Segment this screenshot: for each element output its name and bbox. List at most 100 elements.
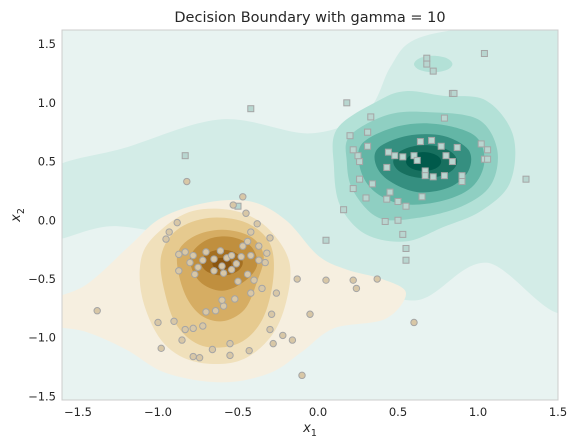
x-axis-label-subscript: 1 xyxy=(311,428,317,439)
circle-marker xyxy=(237,252,245,261)
square-marker xyxy=(416,138,424,146)
circle-marker xyxy=(293,275,301,283)
square-marker xyxy=(453,143,461,151)
square-marker xyxy=(346,132,354,140)
circle-marker xyxy=(247,228,255,236)
circle-marker xyxy=(219,269,228,277)
square-marker xyxy=(181,152,189,160)
circle-marker xyxy=(298,371,306,380)
square-marker xyxy=(364,142,372,150)
circle-marker xyxy=(269,339,277,348)
square-marker xyxy=(402,256,410,264)
circle-marker xyxy=(261,258,269,267)
circle-marker xyxy=(352,284,361,293)
square-marker xyxy=(364,128,372,136)
square-marker xyxy=(367,113,375,121)
y-axis-label-subscript: 2 xyxy=(16,208,27,214)
circle-marker xyxy=(173,218,181,227)
square-marker xyxy=(421,172,429,180)
circle-marker xyxy=(211,307,220,315)
square-marker xyxy=(356,158,364,166)
circle-marker xyxy=(227,251,236,260)
circle-marker xyxy=(175,250,183,259)
square-marker xyxy=(423,60,431,68)
plot-area xyxy=(62,30,558,400)
circle-marker xyxy=(247,289,255,297)
chart-title: Decision Boundary with gamma = 10 xyxy=(174,10,445,26)
y-tick-label: −1.5 xyxy=(28,389,56,403)
circle-marker xyxy=(288,336,297,344)
circle-marker xyxy=(234,277,242,286)
square-marker xyxy=(399,230,407,238)
x-axis-label: x1 xyxy=(302,421,317,439)
circle-marker xyxy=(186,258,194,267)
x-tick-label: 0.0 xyxy=(309,405,327,419)
circle-marker xyxy=(226,339,234,348)
square-marker xyxy=(442,152,450,160)
circle-marker xyxy=(227,265,236,274)
circle-marker xyxy=(410,318,418,327)
circle-marker xyxy=(199,322,207,330)
circle-marker xyxy=(154,318,162,327)
data-points xyxy=(93,49,530,380)
circle-marker xyxy=(250,276,258,284)
circle-marker xyxy=(170,317,178,326)
y-tick-label: −1.0 xyxy=(28,331,56,345)
circle-marker xyxy=(239,193,247,201)
y-axis-ticks: −1.5 −1.0 −0.5 0.0 0.5 1.0 1.5 xyxy=(28,37,56,403)
circle-marker xyxy=(245,346,253,355)
square-marker xyxy=(440,172,448,180)
circle-marker xyxy=(175,267,183,275)
circle-marker xyxy=(258,284,266,293)
circle-marker xyxy=(189,324,197,333)
circle-marker xyxy=(232,260,241,268)
y-tick-label: 1.0 xyxy=(38,96,56,110)
circle-marker xyxy=(178,336,186,344)
circle-marker xyxy=(263,249,271,257)
square-marker xyxy=(381,217,389,225)
circle-marker xyxy=(181,248,189,256)
square-marker xyxy=(399,153,407,161)
circle-marker xyxy=(210,267,218,275)
circle-marker xyxy=(218,262,226,270)
square-marker xyxy=(440,114,448,122)
square-marker xyxy=(354,152,362,160)
square-marker xyxy=(383,195,391,203)
x-tick-label: −1.5 xyxy=(64,405,92,419)
circle-marker xyxy=(189,251,197,260)
square-marker xyxy=(356,175,364,183)
brown-class-region xyxy=(62,199,407,383)
square-marker xyxy=(402,202,410,210)
square-marker xyxy=(429,173,437,181)
circle-marker xyxy=(306,310,314,318)
square-marker xyxy=(423,54,431,62)
square-marker xyxy=(322,236,330,244)
square-marker xyxy=(429,67,437,75)
square-marker xyxy=(484,146,492,154)
square-marker xyxy=(340,206,348,214)
y-tick-label: 0.5 xyxy=(38,155,56,169)
circle-marker xyxy=(157,344,165,353)
circle-marker xyxy=(243,270,252,279)
square-marker xyxy=(386,188,394,196)
square-marker xyxy=(402,244,410,252)
circle-marker xyxy=(243,237,252,246)
circle-marker xyxy=(189,352,197,361)
square-marker xyxy=(391,152,399,160)
y-axis-label-base: x xyxy=(9,214,24,223)
circle-marker xyxy=(349,276,357,284)
square-marker xyxy=(458,172,466,180)
x-axis-ticks: −1.5 −1.0 −0.5 0.0 0.5 1.0 1.5 xyxy=(64,405,567,419)
square-marker xyxy=(458,178,466,186)
circle-marker xyxy=(199,256,207,264)
circle-marker xyxy=(247,251,255,260)
plot-frame xyxy=(61,29,559,401)
square-marker xyxy=(343,99,351,107)
square-marker xyxy=(349,185,357,193)
x-tick-label: −1.0 xyxy=(144,405,172,419)
circle-marker xyxy=(165,228,173,236)
circle-marker xyxy=(208,345,217,354)
circle-marker xyxy=(202,248,210,256)
circle-marker xyxy=(266,325,274,334)
